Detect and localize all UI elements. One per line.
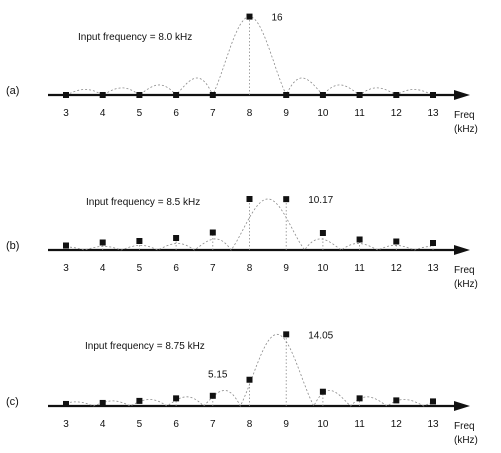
data-point <box>173 235 180 241</box>
x-tick-label: 4 <box>100 108 106 119</box>
data-point <box>246 196 253 202</box>
x-tick-label: 9 <box>283 263 289 274</box>
data-point <box>136 397 143 404</box>
x-tick-label: 10 <box>317 108 329 119</box>
input-frequency-caption: Input frequency = 8.0 kHz <box>78 32 192 43</box>
data-point <box>246 13 253 20</box>
panel-label: (b) <box>6 240 19 252</box>
x-tick-label: 7 <box>210 263 216 274</box>
data-point <box>99 399 106 406</box>
data-point <box>430 92 436 98</box>
data-point <box>283 331 290 338</box>
x-tick-label: 12 <box>391 263 403 274</box>
data-point <box>319 388 326 395</box>
x-axis-unit: (kHz) <box>454 124 478 135</box>
x-tick-label: 3 <box>63 419 69 430</box>
data-point <box>63 92 69 98</box>
x-axis-label: Freq <box>454 265 475 276</box>
panel-label: (c) <box>6 396 19 408</box>
x-tick-label: 9 <box>283 419 289 430</box>
x-axis-unit: (kHz) <box>454 279 478 290</box>
x-tick-label: 7 <box>210 108 216 119</box>
x-axis-arrowhead <box>454 401 470 411</box>
data-point <box>173 92 180 98</box>
data-point <box>99 92 106 98</box>
data-point <box>136 238 143 244</box>
data-point <box>209 92 216 98</box>
data-point <box>136 92 143 98</box>
x-tick-label: 6 <box>173 263 179 274</box>
data-label: 5.15 <box>208 370 228 381</box>
x-tick-label: 4 <box>100 263 106 274</box>
x-tick-label: 13 <box>427 419 439 430</box>
data-point <box>356 395 363 402</box>
sinc-envelope-curve <box>65 16 432 96</box>
data-label: 14.05 <box>308 330 333 341</box>
data-point <box>63 242 69 249</box>
x-tick-label: 5 <box>137 419 143 430</box>
x-tick-label: 7 <box>210 419 216 430</box>
data-point <box>246 376 253 383</box>
data-label: 10.17 <box>308 195 333 206</box>
x-tick-label: 12 <box>391 419 403 430</box>
x-tick-label: 13 <box>427 263 439 274</box>
x-tick-label: 8 <box>247 263 253 274</box>
input-frequency-caption: Input frequency = 8.75 kHz <box>85 341 205 352</box>
x-tick-label: 3 <box>63 263 69 274</box>
x-axis-arrowhead <box>454 245 470 255</box>
data-label: 16 <box>272 13 284 24</box>
data-point <box>283 196 290 203</box>
data-point <box>393 238 400 245</box>
x-tick-label: 10 <box>317 263 329 274</box>
x-axis-unit: (kHz) <box>454 435 478 446</box>
x-tick-label: 13 <box>427 108 439 119</box>
data-point <box>393 92 400 98</box>
data-point <box>173 395 180 402</box>
data-point <box>209 229 216 236</box>
x-tick-label: 11 <box>354 263 365 274</box>
x-tick-label: 4 <box>100 419 106 430</box>
panel-label: (a) <box>6 85 19 97</box>
x-tick-label: 5 <box>137 108 143 119</box>
x-axis-label: Freq <box>454 421 475 432</box>
x-axis-arrowhead <box>454 90 470 100</box>
x-axis-label: Freq <box>454 110 475 121</box>
data-point <box>319 92 326 98</box>
x-tick-label: 11 <box>354 108 365 119</box>
x-tick-label: 9 <box>283 108 289 119</box>
x-tick-label: 10 <box>317 419 329 430</box>
data-point <box>356 92 363 98</box>
x-tick-label: 8 <box>247 419 253 430</box>
x-tick-label: 6 <box>173 108 179 119</box>
x-tick-label: 3 <box>63 108 69 119</box>
data-point <box>356 236 363 243</box>
data-point <box>430 240 436 246</box>
data-point <box>319 230 326 236</box>
sinc-envelope-curve <box>65 198 432 251</box>
data-point <box>393 397 400 404</box>
data-point <box>99 239 106 246</box>
x-tick-label: 6 <box>173 419 179 430</box>
data-point <box>63 400 69 407</box>
data-point <box>283 92 290 98</box>
data-point <box>209 392 216 399</box>
x-tick-label: 11 <box>354 419 365 430</box>
input-frequency-caption: Input frequency = 8.5 kHz <box>86 197 200 208</box>
x-tick-label: 8 <box>247 108 253 119</box>
x-tick-label: 5 <box>137 263 143 274</box>
x-tick-label: 12 <box>391 108 403 119</box>
data-point <box>430 398 436 405</box>
